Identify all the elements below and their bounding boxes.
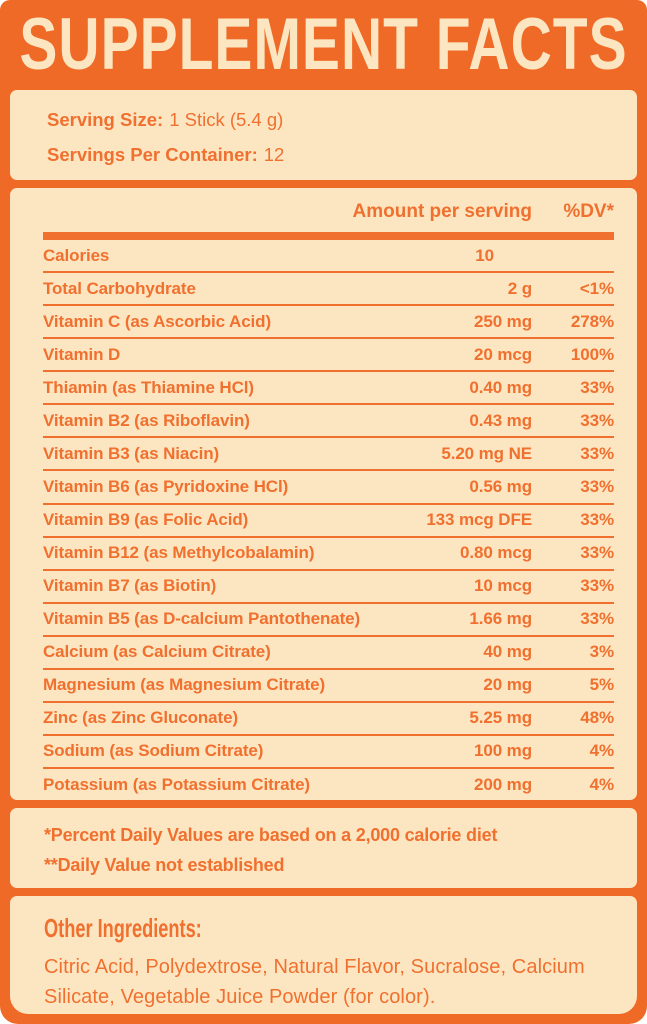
nutrient-dv: 48% (580, 708, 614, 728)
table-row: Vitamin B6 (as Pyridoxine HCl) 0.56 mg 33% (43, 471, 614, 505)
nutrient-dv: <1% (579, 278, 614, 298)
nutrient-label: Thiamin (as Thiamine HCl) (43, 377, 254, 397)
nutrient-dv: 33% (580, 476, 614, 496)
nutrient-amount: 5.25 mg (469, 708, 532, 728)
other-ingredients-panel: Other Ingredients: Citric Acid, Polydext… (10, 896, 637, 1014)
serving-size-label: Serving Size: (47, 109, 164, 130)
nutrient-dv: 33% (580, 510, 614, 530)
nutrient-dv: 100% (570, 344, 614, 364)
page-title: SUPPLEMENT FACTS (19, 3, 628, 86)
nutrient-amount: 0.80 mcg (460, 543, 532, 563)
header-divider-bar (43, 232, 614, 240)
other-ingredients-text: Citric Acid, Polydextrose, Natural Flavo… (44, 956, 585, 1008)
table-row: Thiamin (as Thiamine HCl) 0.40 mg 33% (43, 372, 614, 406)
nutrient-dv: 3% (589, 642, 614, 662)
serving-info-panel: Serving Size: 1 Stick (5.4 g) Servings Pe… (10, 90, 637, 180)
servings-per-container-label: Servings Per Container: (47, 144, 258, 165)
nutrient-label: Calories (43, 245, 110, 265)
serving-size-line: Serving Size: 1 Stick (5.4 g) (47, 109, 637, 131)
nutrient-label: Vitamin B12 (as Methylcobalamin) (43, 543, 315, 563)
nutrient-label: Vitamin D (43, 344, 121, 364)
table-row: Vitamin C (as Ascorbic Acid) 250 mg 278% (43, 306, 614, 340)
nutrient-dv: 33% (580, 410, 614, 430)
nutrient-label: Vitamin B3 (as Niacin) (43, 443, 220, 463)
nutrient-dv: 33% (580, 543, 614, 563)
nutrition-table-body: Calories 10 Total Carbohydrate 2 g <1% Vitami… (43, 240, 614, 800)
nutrient-dv: 33% (580, 576, 614, 596)
table-row: Vitamin B7 (as Biotin) 10 mcg 33% (43, 571, 614, 604)
nutrient-dv: 278% (570, 311, 614, 331)
nutrient-amount: 20 mcg (474, 344, 532, 364)
nutrient-label: Sodium (as Sodium Citrate) (43, 741, 264, 761)
nutrient-amount: 0.43 mg (469, 410, 532, 430)
table-row: Sodium (as Sodium Citrate) 100 mg 4% (43, 736, 614, 769)
table-row: Vitamin B9 (as Folic Acid) 133 mcg DFE 33% (43, 505, 614, 538)
table-row: Vitamin B5 (as D-calcium Pantothenate) 1.… (43, 604, 614, 637)
nutrient-label: Vitamin C (as Ascorbic Acid) (43, 311, 272, 331)
servings-per-container-value: 12 (263, 144, 285, 165)
other-ingredients-heading: Other Ingredients: (44, 913, 202, 943)
nutrient-label: Total Carbohydrate (43, 278, 196, 298)
nutrient-dv: 33% (580, 443, 614, 463)
table-row: Calcium (as Calcium Citrate) 40 mg 3% (43, 637, 614, 670)
nutrient-amount: 2 g (507, 278, 532, 298)
nutrient-label: Vitamin B2 (as Riboflavin) (43, 410, 250, 430)
nutrient-dv: 4% (589, 774, 614, 794)
nutrient-dv: 5% (589, 675, 614, 695)
table-row: Vitamin B3 (as Niacin) 5.20 mg NE 33% (43, 438, 614, 472)
label-header: SUPPLEMENT FACTS (10, 0, 637, 90)
nutrient-amount: 0.40 mg (469, 377, 532, 397)
table-row: Calories 10 (43, 240, 614, 274)
nutrient-label: Vitamin B6 (as Pyridoxine HCl) (43, 476, 289, 496)
nutrient-dv: 4% (589, 741, 614, 761)
nutrient-label: Vitamin B7 (as Biotin) (43, 576, 217, 596)
nutrient-label: Potassium (as Potassium Citrate) (43, 774, 310, 794)
nutrient-dv: 33% (580, 609, 614, 629)
table-row: Zinc (as Zinc Gluconate) 5.25 mg 48% (43, 703, 614, 736)
servings-per-container-line: Servings Per Container: 12 (47, 144, 637, 166)
amount-column-header: Amount per serving (352, 201, 532, 222)
nutrient-label: Vitamin B5 (as D-calcium Pantothenate) (43, 609, 361, 629)
table-row: Vitamin B2 (as Riboflavin) 0.43 mg 33% (43, 405, 614, 439)
nutrient-amount: 10 (475, 245, 494, 265)
serving-size-value: 1 Stick (5.4 g) (169, 109, 284, 130)
dv-column-header: %DV* (563, 201, 614, 222)
nutrient-amount: 1.66 mg (469, 609, 532, 629)
not-established-footnote: **Daily Value not established (44, 855, 285, 875)
table-header-row: Amount per serving %DV* (43, 199, 614, 225)
nutrient-amount: 10 mcg (474, 576, 532, 596)
nutrient-amount: 133 mcg DFE (426, 510, 532, 530)
nutrient-amount: 0.56 mg (469, 476, 532, 496)
nutrient-label: Vitamin B9 (as Folic Acid) (43, 510, 249, 530)
nutrient-amount: 200 mg (474, 774, 532, 794)
nutrient-dv: 33% (580, 377, 614, 397)
nutrition-facts-panel: Amount per serving %DV* Calories 10 Total … (10, 188, 637, 800)
nutrient-label: Zinc (as Zinc Gluconate) (43, 708, 239, 728)
table-row: Potassium (as Potassium Citrate) 200 mg 4% (43, 769, 614, 800)
nutrient-amount: 40 mg (483, 642, 532, 662)
nutrient-label: Calcium (as Calcium Citrate) (43, 642, 271, 662)
table-row: Magnesium (as Magnesium Citrate) 20 mg 5% (43, 670, 614, 703)
footnotes-panel: *Percent Daily Values are based on a 2,0… (10, 808, 637, 888)
daily-value-footnote: *Percent Daily Values are based on a 2,0… (44, 825, 498, 845)
nutrient-amount: 250 mg (474, 311, 532, 331)
table-row: Total Carbohydrate 2 g <1% (43, 273, 614, 307)
nutrient-amount: 100 mg (474, 741, 532, 761)
nutrient-label: Magnesium (as Magnesium Citrate) (43, 675, 326, 695)
nutrient-amount: 20 mg (483, 675, 532, 695)
nutrient-amount: 5.20 mg NE (441, 443, 532, 463)
table-row: Vitamin B12 (as Methylcobalamin) 0.80 mcg… (43, 538, 614, 571)
table-row: Vitamin D 20 mcg 100% (43, 339, 614, 373)
